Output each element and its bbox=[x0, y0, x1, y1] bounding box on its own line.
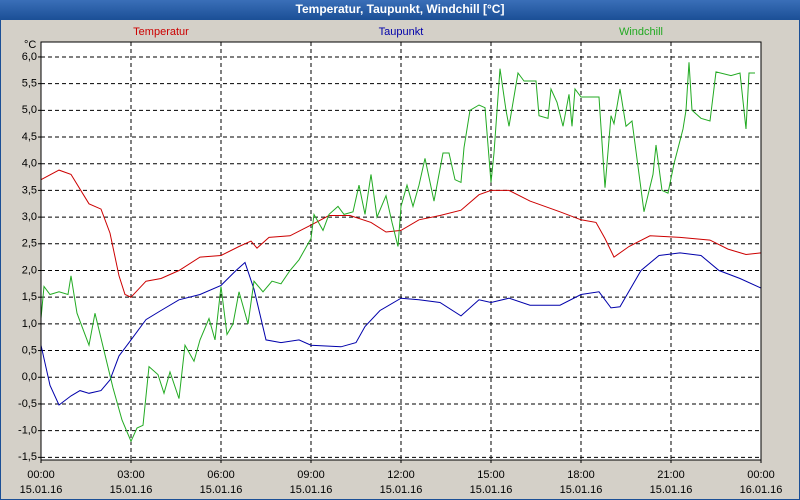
y-tick-label: 4,5 bbox=[22, 131, 37, 143]
y-tick-label: 6,0 bbox=[22, 51, 37, 63]
x-tick-label: 15:00 bbox=[477, 469, 505, 481]
y-tick-label: 0,0 bbox=[22, 371, 37, 383]
series-line bbox=[40, 62, 755, 443]
legend-entry: Taupunkt bbox=[379, 26, 424, 38]
y-axis-label: °C bbox=[24, 39, 36, 51]
y-tick-label: 5,0 bbox=[22, 104, 37, 116]
y-tick-label: 4,0 bbox=[22, 158, 37, 170]
y-tick-label: -0,5 bbox=[18, 398, 37, 410]
x-tick-label: 09:00 bbox=[297, 469, 325, 481]
y-tick-label: 1,5 bbox=[22, 291, 37, 303]
series-line bbox=[40, 169, 762, 298]
chart-title: Temperatur, Taupunkt, Windchill [°C] bbox=[296, 2, 505, 16]
y-tick-label: 2,5 bbox=[22, 238, 37, 250]
x-tick-date: 16.01.16 bbox=[740, 484, 783, 496]
x-tick-date: 15.01.16 bbox=[650, 484, 693, 496]
y-tick-label: 0,5 bbox=[22, 344, 37, 356]
legend-entry: Windchill bbox=[619, 26, 663, 38]
x-tick-date: 15.01.16 bbox=[470, 484, 513, 496]
y-tick-label: -1,5 bbox=[18, 451, 37, 463]
y-tick-label: 3,0 bbox=[22, 211, 37, 223]
x-tick-date: 15.01.16 bbox=[380, 484, 423, 496]
x-tick-label: 03:00 bbox=[117, 469, 145, 481]
series-line bbox=[40, 252, 762, 406]
y-tick-label: -1,0 bbox=[18, 425, 37, 437]
title-bar bbox=[0, 0, 800, 20]
y-tick-label: 3,5 bbox=[22, 184, 37, 196]
plot-area bbox=[41, 42, 761, 460]
y-tick-label: 5,5 bbox=[22, 78, 37, 90]
x-tick-date: 15.01.16 bbox=[110, 484, 153, 496]
x-tick-date: 15.01.16 bbox=[20, 484, 63, 496]
legend-entry: Temperatur bbox=[133, 26, 189, 38]
y-tick-label: 1,0 bbox=[22, 318, 37, 330]
x-tick-label: 18:00 bbox=[567, 469, 595, 481]
x-tick-date: 15.01.16 bbox=[200, 484, 243, 496]
x-tick-label: 12:00 bbox=[387, 469, 415, 481]
x-tick-date: 15.01.16 bbox=[290, 484, 333, 496]
x-tick-label: 00:00 bbox=[27, 469, 55, 481]
x-tick-label: 00:00 bbox=[747, 469, 775, 481]
y-tick-label: 2,0 bbox=[22, 264, 37, 276]
x-tick-label: 21:00 bbox=[657, 469, 685, 481]
x-tick-date: 15.01.16 bbox=[560, 484, 603, 496]
x-tick-label: 06:00 bbox=[207, 469, 235, 481]
